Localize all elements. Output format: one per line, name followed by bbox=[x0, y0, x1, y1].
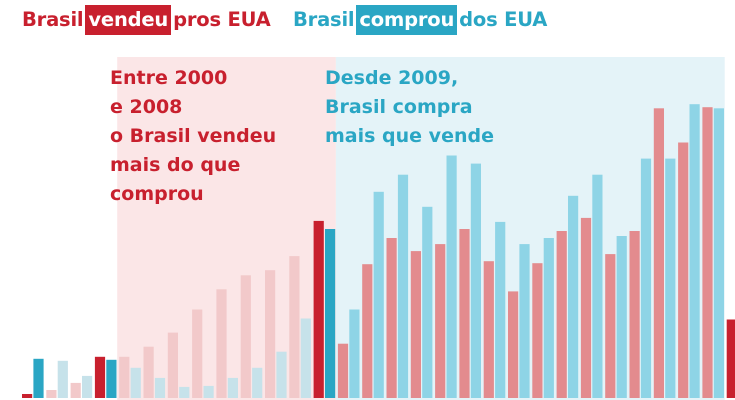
bar-sold-5 bbox=[119, 356, 130, 398]
legend-sold-suffix: pros EUA bbox=[173, 8, 271, 31]
annotation-period-a: Entre 2000 e 2008 o Brasil vendeu mais d… bbox=[110, 67, 277, 205]
bar-bought-14 bbox=[349, 309, 360, 398]
bar-bought-28 bbox=[689, 104, 700, 398]
bar-bought-1 bbox=[33, 358, 44, 398]
bar-sold-20 bbox=[483, 261, 494, 398]
bar-bought-8 bbox=[203, 385, 214, 398]
legend-sold-prefix: Brasil bbox=[22, 8, 84, 31]
bar-sold-13 bbox=[313, 220, 324, 398]
bar-sold-19 bbox=[459, 229, 470, 398]
bar-bought-23 bbox=[568, 195, 579, 398]
legend-item-bought: Brasil comprou dos EUA bbox=[293, 5, 547, 35]
bar-bought-26 bbox=[640, 158, 652, 398]
legend-bought-highlight: comprou bbox=[356, 5, 458, 35]
bar-sold-22 bbox=[532, 263, 543, 398]
bar-bought-21 bbox=[519, 244, 530, 398]
bar-sold-27 bbox=[653, 108, 664, 399]
bar-sold-25 bbox=[605, 254, 616, 398]
bar-bought-12 bbox=[300, 318, 311, 398]
bar-bought-9 bbox=[227, 377, 238, 398]
bars bbox=[22, 104, 735, 399]
bar-bought-6 bbox=[154, 377, 166, 398]
legend-bought-suffix: dos EUA bbox=[459, 8, 548, 31]
bar-sold-7 bbox=[167, 332, 178, 398]
bar-bought-27 bbox=[665, 158, 676, 398]
bar-bought-17 bbox=[422, 206, 433, 398]
legend-item-sold: Brasil vendeu pros EUA bbox=[22, 5, 271, 35]
bar-sold-30 bbox=[726, 319, 735, 398]
legend-sold-highlight: vendeu bbox=[85, 5, 172, 35]
bar-sold-21 bbox=[508, 291, 519, 398]
bar-bought-3 bbox=[82, 375, 93, 398]
bar-sold-11 bbox=[265, 270, 276, 398]
bar-sold-23 bbox=[556, 231, 567, 398]
bar-sold-18 bbox=[435, 244, 446, 398]
bar-bought-20 bbox=[495, 221, 506, 398]
bar-sold-28 bbox=[678, 142, 689, 398]
bar-bought-7 bbox=[179, 386, 190, 398]
bar-bought-25 bbox=[616, 236, 627, 398]
bar-sold-6 bbox=[143, 346, 154, 398]
bar-sold-2 bbox=[46, 390, 57, 398]
bar-sold-24 bbox=[580, 217, 592, 398]
bar-sold-1 bbox=[22, 394, 33, 398]
bar-sold-8 bbox=[192, 309, 203, 398]
bar-sold-4 bbox=[94, 356, 106, 398]
bar-bought-29 bbox=[713, 108, 724, 399]
bar-sold-9 bbox=[216, 289, 227, 398]
bar-bought-15 bbox=[373, 191, 384, 398]
bar-bought-22 bbox=[543, 238, 554, 398]
chart-legend: Brasil vendeu pros EUA Brasil comprou dos EU… bbox=[0, 0, 735, 40]
bar-sold-29 bbox=[702, 107, 713, 398]
bar-sold-12 bbox=[289, 256, 300, 398]
bar-bought-24 bbox=[592, 174, 603, 398]
bar-bought-18 bbox=[446, 155, 457, 398]
bar-sold-17 bbox=[410, 251, 421, 398]
bar-sold-16 bbox=[386, 238, 397, 398]
bar-bought-5 bbox=[130, 367, 141, 398]
bar-bought-10 bbox=[252, 367, 263, 398]
legend-bought-prefix: Brasil bbox=[293, 8, 355, 31]
bar-bought-4 bbox=[106, 359, 117, 398]
bar-sold-15 bbox=[362, 264, 373, 398]
bar-bought-16 bbox=[397, 174, 409, 398]
bar-bought-19 bbox=[470, 163, 481, 398]
bar-bought-11 bbox=[276, 351, 287, 398]
bar-bought-13 bbox=[325, 229, 336, 398]
bar-bought-2 bbox=[57, 360, 68, 398]
bar-sold-3 bbox=[70, 382, 81, 398]
bar-sold-10 bbox=[240, 275, 251, 398]
bar-sold-26 bbox=[629, 231, 640, 398]
annotation-period-b: Desde 2009, Brasil compra mais que vende bbox=[325, 67, 494, 147]
bar-sold-14 bbox=[337, 343, 349, 398]
